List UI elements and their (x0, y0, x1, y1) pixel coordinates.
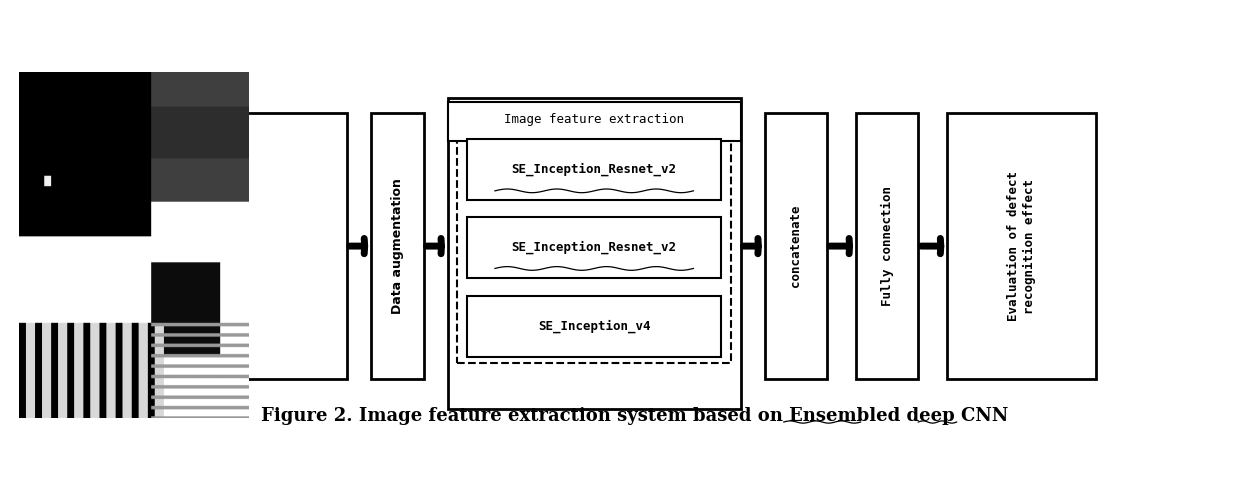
Bar (457, 126, 731, 362)
Text: SE_Inception_Resnet_v2: SE_Inception_Resnet_v2 (512, 163, 676, 176)
Bar (447, 98, 741, 409)
Text: Evaluation of defect
recognition effect: Evaluation of defect recognition effect (1007, 171, 1036, 321)
Bar (467, 216, 721, 277)
Bar (447, 102, 741, 141)
Text: Figure 2. Image feature extraction system based on Ensembled deep CNN: Figure 2. Image feature extraction syste… (261, 408, 1009, 425)
Bar (764, 113, 828, 379)
Bar (467, 296, 721, 357)
Text: SE_Inception_v4: SE_Inception_v4 (538, 320, 650, 333)
Text: Image feature extraction: Image feature extraction (504, 113, 684, 126)
Text: SE_Inception_Resnet_v2: SE_Inception_Resnet_v2 (512, 240, 676, 254)
Bar (467, 139, 721, 200)
Text: Data augmentation: Data augmentation (390, 178, 404, 314)
Text: concatenate: concatenate (789, 205, 803, 288)
Text: Fully connection: Fully connection (881, 186, 893, 306)
Bar (170, 113, 347, 379)
Bar (370, 113, 424, 379)
Bar (947, 113, 1097, 379)
Bar (856, 113, 918, 379)
